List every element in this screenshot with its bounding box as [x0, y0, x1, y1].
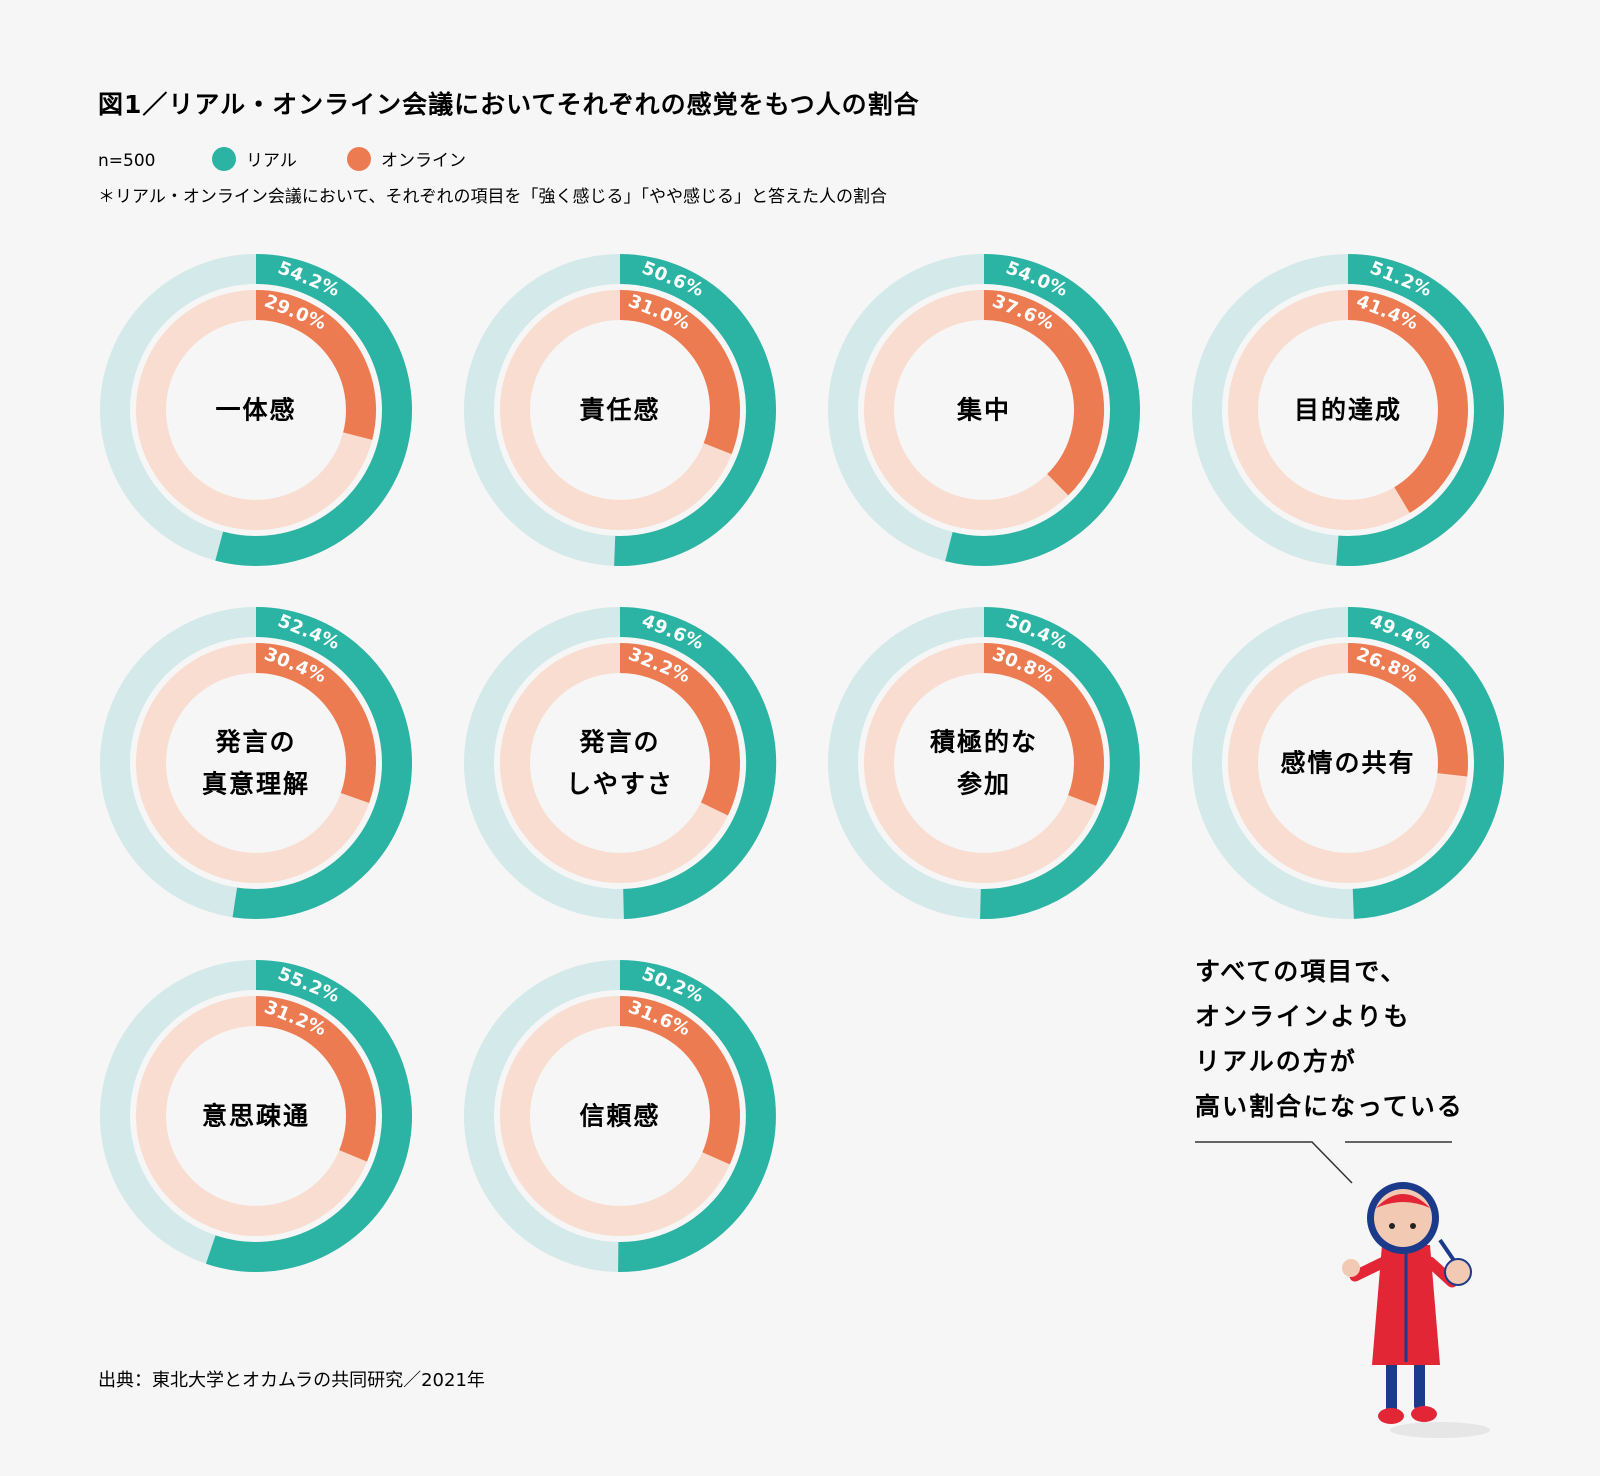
donut-chart: 49.4%26.8%感情の共有	[1192, 607, 1504, 919]
category-label: 参加	[957, 770, 1011, 799]
legend-online-label: オンライン	[381, 151, 466, 171]
online-arc	[619, 290, 740, 455]
online-arc	[983, 290, 1104, 496]
donut-grid: 54.2%29.0%一体感50.6%31.0%責任感54.0%37.6%集中51…	[100, 254, 1504, 1272]
donut-chart: 51.2%41.4%目的達成	[1192, 254, 1504, 566]
real-arc	[619, 607, 777, 919]
legend-real-swatch	[212, 147, 236, 171]
real-arc	[1347, 607, 1504, 919]
category-label: 発言の	[214, 728, 296, 757]
donut-chart: 54.2%29.0%一体感	[100, 254, 412, 566]
category-label: しやすさ	[566, 770, 674, 799]
online-arc	[1347, 643, 1468, 777]
category-label: 集中	[956, 396, 1011, 425]
callout: すべての項目で、 オンラインよりも リアルの方が 高い割合になっている	[1195, 957, 1464, 1184]
callout-line-3: リアルの方が	[1195, 1047, 1357, 1076]
footnote: ＊リアル・オンライン会議において、それぞれの項目を「強く感じる」「やや感じる」と…	[98, 187, 887, 207]
callout-line-4: 高い割合になっている	[1195, 1092, 1464, 1121]
callout-line-2: オンラインよりも	[1195, 1002, 1411, 1031]
real-arc	[945, 254, 1140, 566]
real-arc	[1336, 254, 1504, 566]
legend-real-label: リアル	[246, 151, 297, 171]
online-arc	[255, 996, 376, 1162]
category-label: 意思疎通	[202, 1102, 310, 1131]
real-arc	[618, 960, 776, 1272]
category-label: 積極的な	[930, 728, 1038, 757]
category-label: 責任感	[579, 396, 660, 425]
real-arc	[232, 607, 412, 919]
donut-chart: 55.2%31.2%意思疎通	[100, 960, 412, 1272]
callout-pointer-line	[1195, 1141, 1452, 1184]
category-label: 発言の	[578, 728, 660, 757]
category-label: 信頼感	[579, 1102, 660, 1131]
mascot-illustration	[1342, 1182, 1490, 1438]
category-label: 感情の共有	[1280, 749, 1415, 778]
real-arc	[980, 607, 1140, 919]
online-arc	[619, 996, 740, 1165]
donut-chart: 50.6%31.0%責任感	[464, 254, 776, 566]
category-label: 一体感	[215, 396, 296, 425]
real-arc	[205, 960, 412, 1272]
online-arc	[255, 290, 376, 440]
legend: n=500 リアル オンライン	[98, 147, 466, 171]
category-label: 目的達成	[1294, 396, 1402, 425]
online-arc	[1347, 290, 1468, 513]
category-label: 真意理解	[202, 770, 310, 799]
online-arc	[619, 643, 740, 816]
donut-chart: 54.0%37.6%集中	[828, 254, 1140, 566]
donut-chart: 50.2%31.6%信頼感	[464, 960, 776, 1272]
legend-online-swatch	[347, 147, 371, 171]
source-credit: 出典：東北大学とオカムラの共同研究／2021年	[98, 1370, 485, 1391]
callout-line-1: すべての項目で、	[1195, 957, 1407, 986]
real-arc	[215, 254, 412, 566]
online-arc	[255, 643, 376, 803]
sample-size: n=500	[98, 151, 155, 171]
online-arc	[983, 643, 1104, 806]
chart-title: 図1／リアル・オンライン会議においてそれぞれの感覚をもつ人の割合	[98, 90, 920, 119]
real-arc	[614, 254, 776, 566]
